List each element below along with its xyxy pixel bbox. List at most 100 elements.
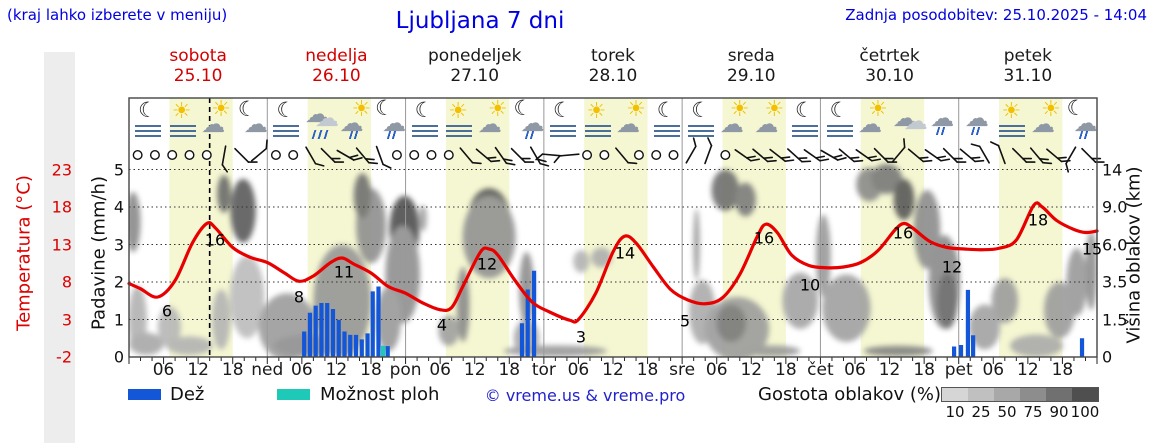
cloud-height-tick-label: 0 (1102, 347, 1113, 367)
temp-tick-label: 18 (51, 197, 72, 217)
moon-fog-icon: ☾ (789, 100, 823, 146)
day-name: ponedeljek (427, 46, 522, 66)
cloud-height-tick-label: 3.5 (1102, 272, 1128, 292)
moon-cloud-shower-icon: ☾ ☁ (512, 96, 546, 146)
x-day-abbrev: pet (944, 360, 973, 380)
x-hour-label: 18 (913, 360, 935, 380)
day-name: torek (591, 46, 635, 66)
day-date: 28.10 (588, 66, 638, 86)
calm-wind-icon (184, 149, 195, 160)
sun-cloud-icon: ☀ ☁ (477, 97, 512, 146)
x-hour-label: 06 (429, 360, 451, 380)
cloudL-glyph: ☁ (903, 107, 928, 135)
sun-cloud-icon: ☀ ☁ (1031, 97, 1065, 146)
rain-bar (365, 333, 370, 357)
fog-glyph (446, 125, 473, 137)
moon-fog-icon: ☾ (547, 100, 581, 146)
sun-glyph: ☀ (1041, 97, 1061, 122)
wind-barb-icon (615, 147, 638, 165)
x-day-abbrev: čet (807, 360, 834, 380)
rain-bar (330, 309, 336, 357)
shower-swatch (277, 389, 310, 400)
moon-fog-icon: ☾ (824, 100, 858, 146)
temp-point-label: 5 (679, 311, 691, 331)
temp-tick-label: 3 (61, 310, 72, 329)
sun-glyph: ☀ (487, 97, 508, 122)
wind-barb-icon (494, 146, 516, 166)
x-hour-label: 06 (982, 360, 1005, 380)
density-swatch (994, 388, 1020, 401)
calm-wind-icon (270, 149, 281, 160)
temp-point-label: 16 (892, 223, 914, 243)
x-hour-label: 18 (636, 360, 659, 380)
day-date: 30.10 (865, 66, 914, 86)
day-header: četrtek 30.10 (815, 46, 965, 86)
moon-glyph: ☾ (513, 96, 533, 120)
wind-barb-icon (320, 147, 345, 163)
cloudD-glyph: ☁ (305, 100, 330, 128)
fog-glyph (792, 125, 819, 137)
wind-barb-icon (685, 137, 697, 164)
wind-barb-icon (535, 153, 563, 161)
copyright-link[interactable]: © vreme.us & vreme.pro (484, 386, 686, 405)
plot-border (128, 97, 1098, 358)
moon-glyph: ☾ (1066, 96, 1086, 120)
wind-barb-icon (553, 153, 580, 164)
temp-axis-strip (44, 52, 75, 443)
page-title: Ljubljana 7 dni (395, 8, 565, 34)
clouds-icon: ☁ ☁ (893, 100, 928, 146)
moon-glyph: ☾ (656, 98, 676, 122)
moon-glyph: ☾ (414, 98, 434, 122)
wind-barb-icon (510, 147, 535, 163)
sun-fog-icon: ☀ (443, 100, 477, 146)
cloudD-glyph: ☁ (754, 110, 779, 138)
temp-tick-label: 23 (51, 160, 72, 179)
x-hour-label: 12 (1017, 360, 1039, 380)
rain-bars (302, 270, 1085, 357)
cloud-height-tick-label: 6.0 (1102, 235, 1128, 254)
cloud-shower-icon: ☁ (927, 100, 961, 146)
cloudD-glyph: ☁ (964, 104, 989, 132)
x-hour-label: 06 (567, 360, 590, 380)
density-tick-label: 25 (971, 403, 991, 421)
cloud-rain-icon: ☁ ☁ (305, 100, 339, 146)
wind-barb-icon (1012, 147, 1036, 163)
temp-point-label: 12 (476, 254, 498, 274)
fog-glyph (169, 125, 196, 137)
menu-hint: (kraj lahko izberete v meniju) (7, 6, 228, 24)
rain-bar (376, 286, 381, 357)
cloudD-glyph: ☁ (201, 110, 226, 138)
cloud-density-scale (941, 387, 1099, 402)
temp-point-label: 6 (161, 301, 173, 321)
shower-bar (381, 345, 386, 357)
cloudD-glyph: ☁ (477, 110, 502, 138)
rain-bar (359, 339, 364, 357)
rain-bar (965, 289, 971, 357)
x-day-abbrev: sre (669, 360, 696, 380)
x-hour-label: 12 (463, 360, 486, 380)
day-header: torek 28.10 (538, 46, 688, 86)
calm-wind-icon (391, 149, 402, 160)
wind-barb-icon (891, 138, 906, 163)
x-day-abbrev: pon (389, 360, 422, 380)
x-hour-label: 18 (775, 360, 797, 380)
sun-glyph: ☀ (868, 97, 888, 122)
rain-bar (307, 312, 313, 357)
wind-barb-icon (803, 149, 830, 162)
fog-glyph (999, 125, 1026, 137)
x-hour-label: 12 (325, 360, 348, 380)
wind-barb-icon (234, 147, 258, 163)
calm-wind-icon (651, 149, 662, 160)
rain-bar (342, 331, 347, 357)
rain-bar (1079, 338, 1085, 357)
rain-bar (302, 331, 307, 357)
sun-glyph: ☀ (351, 97, 372, 122)
precip-tick-label: 1 (113, 310, 124, 329)
fog-glyph (688, 125, 715, 137)
wind-barb-icon (752, 148, 777, 163)
fog-glyph (550, 125, 577, 137)
sun-cloud-icon: ☀ ☁ (858, 97, 892, 146)
temp-point-label: 15 (1081, 239, 1103, 259)
wind-barb-icon (475, 148, 501, 163)
cloudD-glyph: ☁ (858, 110, 883, 138)
